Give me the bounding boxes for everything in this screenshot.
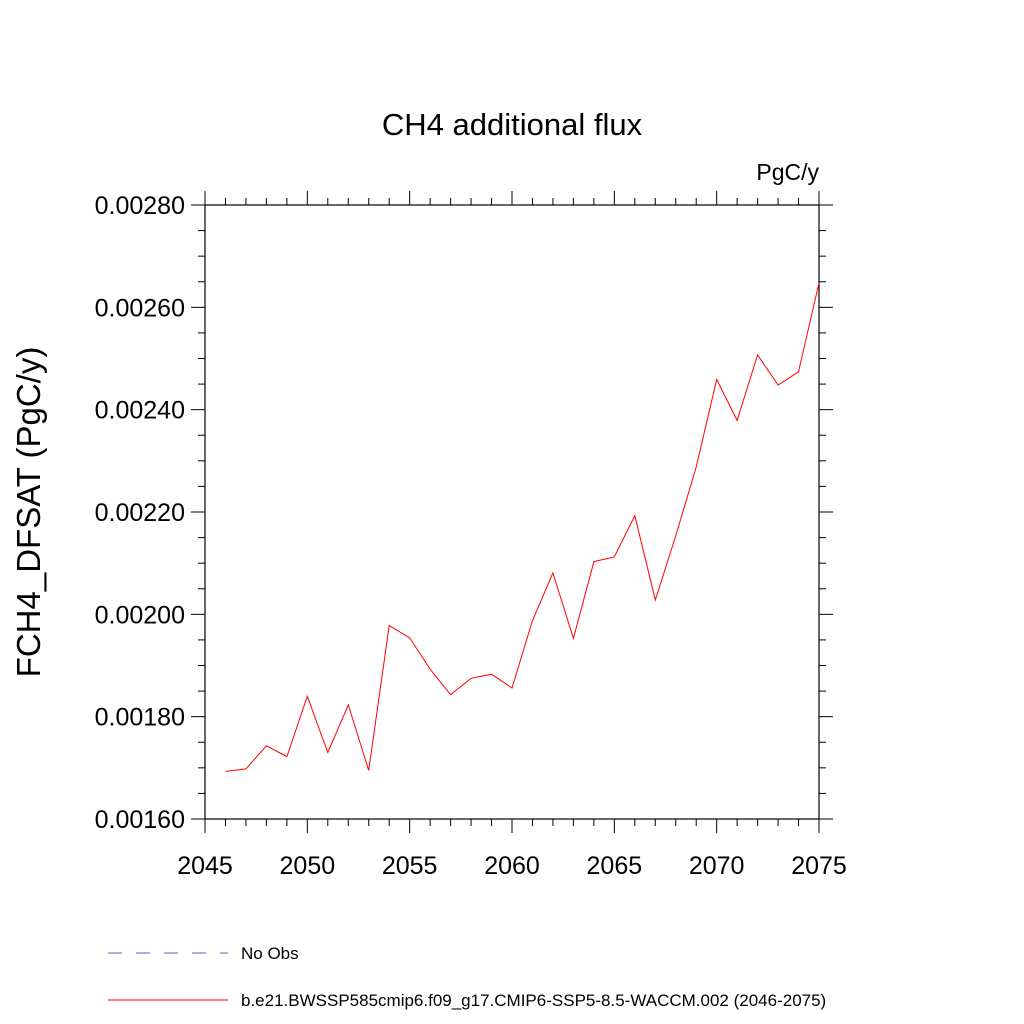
y-tick-label: 0.00240 [95,397,185,425]
x-tick-label: 2050 [280,852,336,880]
y-axis-label: FCH4_DFSAT (PgC/y) [10,347,47,678]
legend-label-no-obs: No Obs [241,944,299,963]
y-tick-label: 0.00280 [95,192,185,220]
x-axis-tick-labels: 2045 2050 2055 2060 2065 2070 2075 [177,852,847,880]
y-tick-label: 0.00180 [95,704,185,732]
legend: No Obs b.e21.BWSSP585cmip6.f09_g17.CMIP6… [108,944,826,1010]
x-tick-label: 2065 [587,852,643,880]
x-tick-label: 2055 [382,852,438,880]
y-tick-label: 0.00160 [95,806,185,834]
x-axis-ticks [204,191,820,833]
series-group [225,282,820,772]
x-tick-label: 2060 [484,852,540,880]
y-axis-tick-labels: 0.00160 0.00180 0.00200 0.00220 0.00240 0.002… [95,192,185,834]
units-label: PgC/y [756,159,819,185]
legend-label-model-run: b.e21.BWSSP585cmip6.f09_g17.CMIP6-SSP5-8… [241,991,826,1010]
y-tick-label: 0.00200 [95,601,185,629]
x-tick-label: 2075 [791,852,847,880]
y-axis-ticks [191,204,833,820]
y-tick-label: 0.00220 [95,499,185,527]
chart-title: CH4 additional flux [382,107,643,142]
y-tick-label: 0.00260 [95,294,185,322]
x-tick-label: 2070 [689,852,745,880]
series-line-0 [225,282,820,772]
x-tick-label: 2045 [177,852,233,880]
